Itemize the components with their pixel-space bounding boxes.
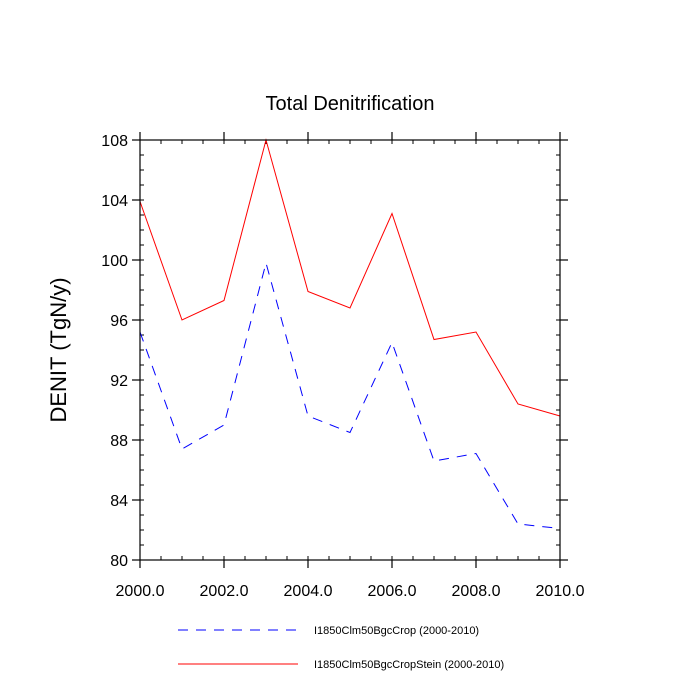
chart-title: Total Denitrification: [266, 93, 435, 115]
series-1-point: [433, 339, 435, 341]
series-0-point: [181, 448, 183, 450]
major-ticks: [132, 132, 568, 568]
x-tick-label: 2000.0: [116, 583, 165, 600]
series-1-point: [223, 300, 225, 302]
x-tick-label: 2008.0: [452, 583, 501, 600]
y-tick-label: 88: [110, 433, 128, 450]
y-tick-label: 92: [110, 373, 128, 390]
tick-labels: 80 84 88 92 96 100 104 108 2000.0 2002.0 2004.0 200…: [101, 133, 584, 600]
series-line-1: [139, 138, 561, 417]
series-1-point: [181, 319, 183, 321]
legend-label-0: I1850Clm50BgcCrop (2000-2010): [314, 625, 479, 637]
x-tick-label: 2010.0: [536, 583, 585, 600]
series-0-point: [433, 460, 435, 462]
x-tick-label: 2002.0: [200, 583, 249, 600]
y-tick-label: 80: [110, 553, 128, 570]
y-tick-label: 108: [101, 133, 128, 150]
series-layer: [139, 138, 561, 529]
series-line-0: [139, 261, 561, 529]
y-tick-label: 84: [110, 493, 128, 510]
series-0-point: [517, 523, 519, 525]
series-1-point: [475, 331, 477, 333]
legend: I1850Clm50BgcCrop (2000-2010) I1850Clm50B…: [178, 625, 504, 671]
x-tick-label: 2004.0: [284, 583, 333, 600]
legend-label-1: I1850Clm50BgcCropStein (2000-2010): [314, 659, 504, 671]
plot-frame: [139, 139, 561, 561]
series-0-point: [223, 424, 225, 426]
y-tick-label: 104: [101, 193, 128, 210]
series-1-point: [349, 307, 351, 309]
y-tick-label: 100: [101, 253, 128, 270]
y-tick-label: 96: [110, 313, 128, 330]
series-1-point: [391, 213, 393, 215]
minor-ticks: [139, 139, 561, 561]
series-0-point: [349, 432, 351, 434]
series-1-point: [307, 291, 309, 293]
y-axis-label: DENIT (TgN/y): [46, 277, 71, 422]
series-0-point: [475, 453, 477, 455]
series-0-point: [265, 262, 267, 264]
series-0-point: [307, 415, 309, 417]
series-1-point: [517, 403, 519, 405]
x-tick-label: 2006.0: [368, 583, 417, 600]
series-0-point: [391, 342, 393, 344]
